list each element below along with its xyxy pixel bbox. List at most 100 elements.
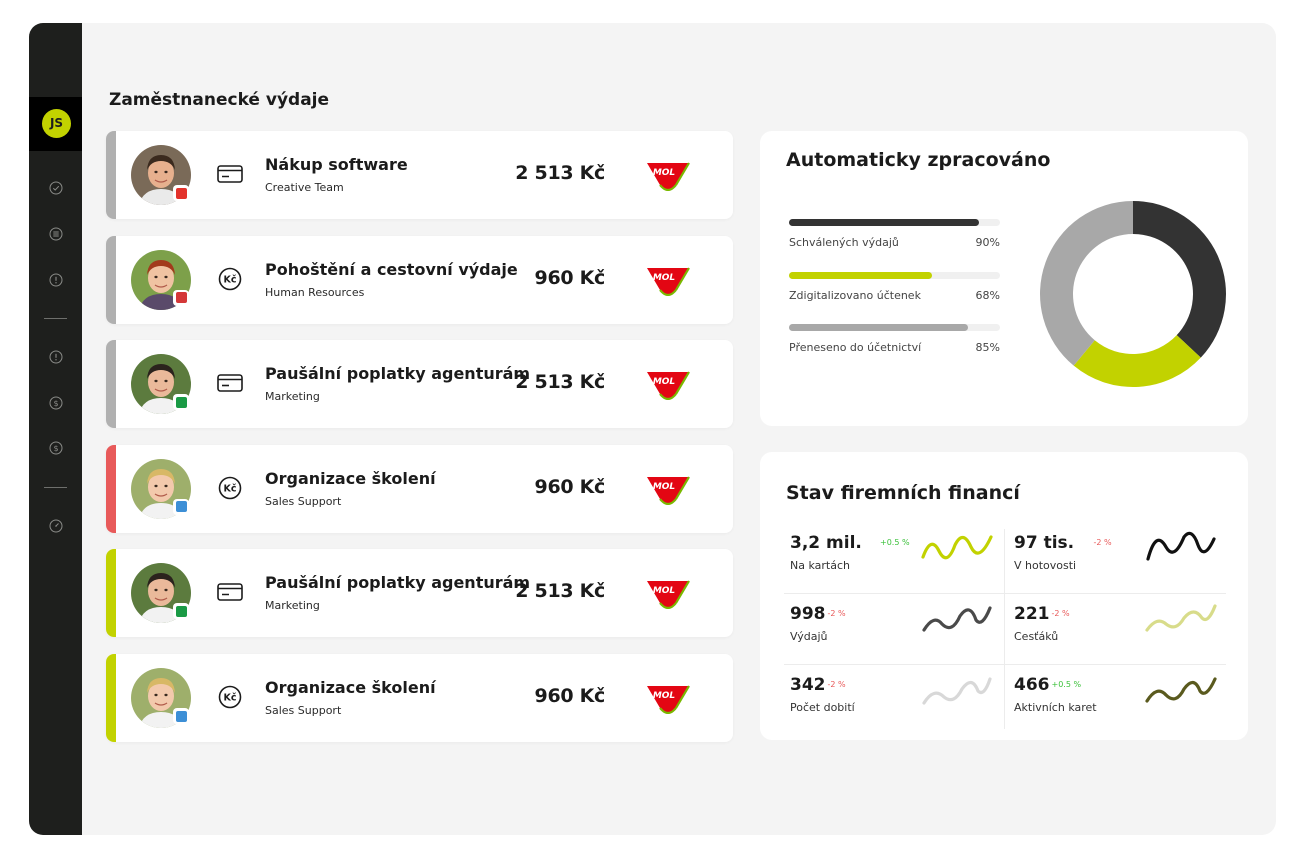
stat-cell: 342 -2 % Počet dobití — [784, 664, 1004, 735]
expense-name: Paušální poplatky agenturám — [265, 364, 531, 384]
auto-processed-panel: Automaticky zpracováno Schválených výdaj… — [760, 131, 1248, 426]
expense-card[interactable]: Kč Organizace školení Sales Support 960 … — [106, 444, 733, 533]
mol-logo: MOL — [645, 684, 691, 714]
finance-title: Stav firemních financí — [786, 482, 1020, 504]
stat-change: -2 % — [1051, 609, 1070, 618]
expense-team: Sales Support — [265, 494, 342, 508]
svg-text:MOL: MOL — [653, 168, 676, 178]
expense-amount: 2 513 Kč — [515, 162, 605, 184]
card-icon — [216, 162, 244, 186]
check-circle-icon[interactable] — [49, 181, 63, 195]
progress-fill — [789, 219, 979, 226]
mol-logo: MOL — [645, 579, 691, 610]
people-icon — [173, 498, 189, 515]
czk-coin-icon: Kč — [216, 267, 244, 291]
sparkline — [920, 598, 994, 638]
sparkline — [1144, 527, 1218, 567]
stat-label: Počet dobití — [790, 701, 855, 714]
expense-amount: 2 513 Kč — [515, 580, 605, 603]
progress-label: Schválených výdajů — [789, 236, 899, 249]
stat-label: V hotovosti — [1014, 559, 1077, 572]
expense-name: Organizace školení — [265, 678, 436, 697]
expense-name: Paušální poplatky agenturám — [265, 573, 531, 593]
svg-text:MOL: MOL — [653, 691, 676, 701]
auto-processed-title: Automaticky zpracováno — [786, 149, 1051, 171]
progress-label: Zdigitalizovano účtenek — [789, 288, 921, 302]
stat-change: +0.5 % — [1051, 680, 1082, 689]
svg-text:MOL: MOL — [653, 586, 676, 596]
people-icon — [173, 708, 189, 724]
progress-percent: 68% — [975, 288, 1000, 302]
stat-label: Výdajů — [790, 630, 828, 643]
expense-amount: 960 Kč — [534, 685, 606, 707]
status-bar — [106, 340, 116, 429]
stats-divider — [1004, 529, 1005, 729]
pocket-icon — [173, 289, 189, 306]
sidebar: JS $ $ — [29, 23, 82, 835]
progress-track — [789, 324, 1000, 331]
expense-team: Sales Support — [265, 704, 342, 717]
stat-change: -2 % — [827, 609, 846, 618]
stat-label: Na kartách — [790, 559, 850, 572]
stats-divider — [784, 664, 1226, 665]
progress-fill — [789, 324, 969, 331]
progress-track — [789, 271, 1000, 279]
sparkline — [1144, 669, 1218, 709]
stat-cell: 3,2 mil. +0.5 % Na kartách — [784, 522, 1004, 593]
stat-value: 3,2 mil. — [790, 533, 862, 553]
sparkline — [920, 669, 994, 709]
expense-card[interactable]: Nákup software Creative Team 2 513 Kč MO… — [106, 131, 733, 219]
gauge-circle-icon[interactable] — [49, 519, 63, 533]
stat-change: +0.5 % — [880, 538, 910, 547]
stat-change: -2 % — [827, 680, 846, 689]
status-bar — [106, 235, 116, 324]
expense-card[interactable]: Paušální poplatky agenturám Marketing 2 … — [106, 340, 733, 429]
info-circle-icon[interactable] — [49, 350, 63, 364]
finance-panel: Stav firemních financí 3,2 mil. +0.5 % N… — [760, 452, 1248, 740]
mol-logo: MOL — [645, 475, 691, 505]
svg-text:MOL: MOL — [653, 482, 676, 492]
expense-name: Organizace školení — [265, 468, 436, 488]
app-frame: JS $ $ Zaměstnanecké výdaje — [29, 23, 1276, 835]
svg-text:Kč: Kč — [224, 693, 237, 704]
status-bar — [106, 444, 116, 533]
czk-coin-icon: Kč — [216, 685, 244, 709]
status-bar — [106, 131, 116, 219]
expense-card[interactable]: Kč Organizace školení Sales Support 960 … — [106, 654, 733, 742]
sparkline — [1144, 598, 1218, 638]
expense-team: Creative Team — [265, 181, 344, 194]
adobe-icon — [173, 185, 189, 201]
stat-value: 97 tis. — [1014, 533, 1075, 553]
donut-segment — [1073, 335, 1201, 387]
stat-label: Aktivních karet — [1014, 701, 1097, 714]
expense-card[interactable]: Paušální poplatky agenturám Marketing 2 … — [106, 549, 733, 638]
donut-segment — [1040, 201, 1133, 366]
svg-text:$: $ — [53, 444, 58, 453]
progress-percent: 90% — [975, 236, 1000, 249]
svg-text:MOL: MOL — [653, 377, 676, 387]
sheet-icon — [173, 394, 189, 411]
dollar-circle-icon[interactable]: $ — [49, 396, 63, 410]
stat-label: Cesťáků — [1014, 630, 1059, 643]
expense-amount: 960 Kč — [534, 266, 606, 289]
donut-chart — [1038, 199, 1228, 389]
mol-logo: MOL — [645, 370, 691, 401]
svg-text:Kč: Kč — [224, 274, 237, 285]
expense-card[interactable]: Kč Pohoštění a cestovní výdaje Human Res… — [106, 235, 733, 324]
stat-cell: 97 tis. -2 % V hotovosti — [1008, 522, 1228, 593]
expense-name: Pohoštění a cestovní výdaje — [265, 259, 518, 279]
money-circle-icon[interactable]: $ — [49, 441, 63, 455]
stat-value: 221 — [1014, 604, 1050, 624]
user-avatar[interactable]: JS — [42, 109, 71, 138]
employee-photo — [131, 249, 191, 310]
expense-amount: 2 513 Kč — [515, 371, 605, 394]
stat-value: 466 — [1014, 675, 1050, 695]
user-avatar-container[interactable]: JS — [29, 97, 82, 151]
sidebar-divider — [44, 318, 67, 319]
alert-circle-icon[interactable] — [49, 273, 63, 287]
card-icon — [216, 580, 244, 604]
status-bar — [106, 654, 116, 742]
mol-logo: MOL — [645, 161, 691, 191]
list-circle-icon[interactable] — [49, 227, 63, 241]
expense-amount: 960 Kč — [534, 475, 606, 498]
